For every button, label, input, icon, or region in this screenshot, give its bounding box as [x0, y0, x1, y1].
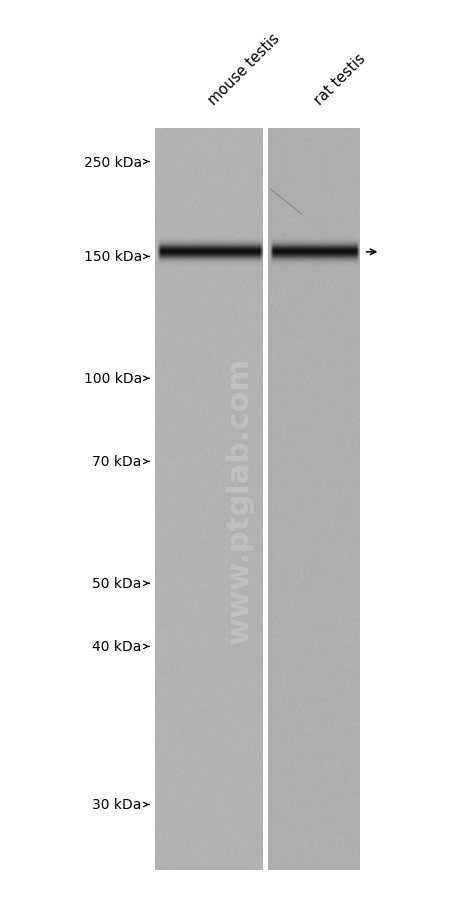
- Text: 40 kDa: 40 kDa: [92, 640, 142, 654]
- Text: www.ptglab.com: www.ptglab.com: [225, 357, 254, 643]
- Text: 50 kDa: 50 kDa: [92, 576, 142, 591]
- Text: mouse testis: mouse testis: [205, 32, 283, 108]
- Text: 250 kDa: 250 kDa: [84, 155, 142, 170]
- Text: 70 kDa: 70 kDa: [92, 455, 142, 469]
- Bar: [263, 130, 268, 870]
- Text: rat testis: rat testis: [311, 51, 368, 108]
- Text: 150 kDa: 150 kDa: [84, 250, 142, 264]
- Text: 30 kDa: 30 kDa: [92, 797, 142, 812]
- Text: 100 kDa: 100 kDa: [84, 372, 142, 386]
